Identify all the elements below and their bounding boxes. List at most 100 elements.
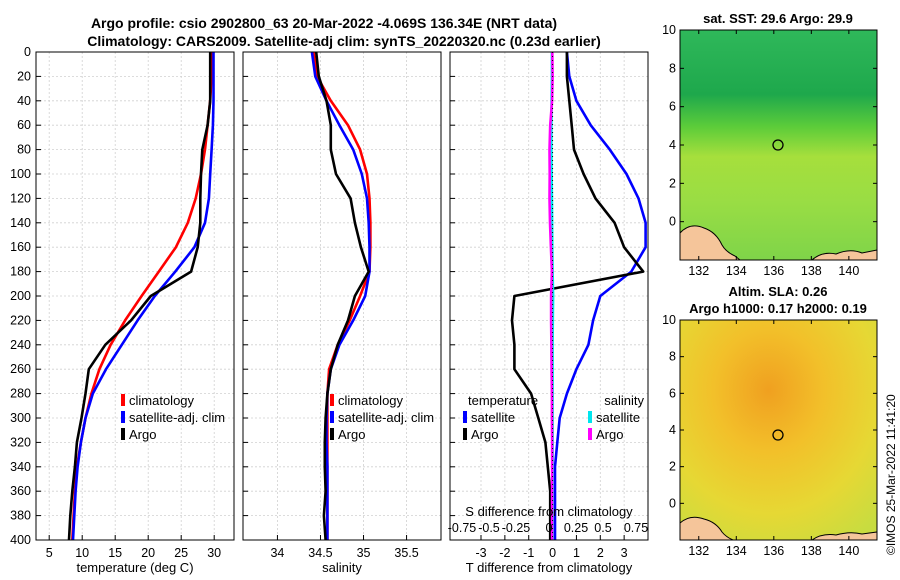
x-tick-label: 15 <box>108 546 122 560</box>
x-tick-label: 20 <box>141 546 155 560</box>
sla-map-title-line-1: Altim. SLA: 0.26 <box>729 284 828 299</box>
legend-label-satellite: satellite-adj. clim <box>338 410 434 425</box>
legend-swatch-argo <box>330 428 334 440</box>
legend-swatch-t-argo <box>463 428 467 440</box>
y-tick-label: 100 <box>10 167 31 181</box>
sst-argo-marker <box>772 139 784 151</box>
x-tick-label: 3 <box>621 546 628 560</box>
sst-heatmap <box>680 30 877 260</box>
sla-map-title-line-2: Argo h1000: 0.17 h2000: 0.19 <box>689 301 867 316</box>
legend-title-salinity: salinity <box>604 393 644 408</box>
legend-label-t-argo: Argo <box>471 427 498 442</box>
salinity-panel: 34 34.5 35 35.5 salinity <box>242 51 442 575</box>
x-tick-label: 35 <box>357 546 371 560</box>
secondary-tick-label: 0.75 <box>624 521 648 535</box>
x-axis-label: T difference from climatology <box>466 560 633 575</box>
y-tick-label: 0 <box>24 45 31 59</box>
secondary-tick-label: 0.5 <box>594 521 611 535</box>
map-y-tick-label: 10 <box>662 23 676 37</box>
sla-map-axes: 132 134 136 138 140 0 2 4 6 8 10 <box>662 313 878 558</box>
map-y-tick-label: 2 <box>669 460 676 474</box>
secondary-tick-label: -0.75 <box>448 521 477 535</box>
x-tick-label: 30 <box>207 546 221 560</box>
temperature-panel: 5 10 15 20 25 3002040608010012014016018020022… <box>10 45 235 575</box>
temperature-legend: climatology satellite-adj. clim Argo <box>121 393 225 442</box>
x-tick-label: 10 <box>75 546 89 560</box>
figure-title-line-2: Climatology: CARS2009. Satellite-adj cli… <box>87 33 601 49</box>
series-line-argo <box>314 51 371 541</box>
y-tick-label: 380 <box>10 509 31 523</box>
sst-map-panel: sat. SST: 29.6 Argo: 29.9 132 134 136 138 14… <box>662 11 878 278</box>
legend-title-temperature: temperature <box>468 393 538 408</box>
map-frame <box>679 319 878 541</box>
map-x-tick-label: 140 <box>838 264 859 278</box>
legend-swatch-climatology <box>121 394 125 406</box>
legend-label-s-argo: Argo <box>596 427 623 442</box>
map-x-tick-label: 136 <box>763 264 784 278</box>
y-tick-label: 120 <box>10 191 31 205</box>
map-x-tick-label: 134 <box>726 264 747 278</box>
series-line-argo <box>67 52 212 541</box>
secondary-tick-label: 0 <box>546 521 553 535</box>
legend-swatch-argo <box>121 428 125 440</box>
map-x-tick-label: 140 <box>838 544 859 558</box>
y-tick-label: 300 <box>10 411 31 425</box>
legend-label-satellite: satellite-adj. clim <box>129 410 225 425</box>
legend-label-t-satellite: satellite <box>471 410 515 425</box>
map-y-tick-label: 8 <box>669 61 676 75</box>
sst-map-title: sat. SST: 29.6 Argo: 29.9 <box>703 11 853 26</box>
plot-frame <box>35 51 235 541</box>
series-line-satellite-adj-clim <box>310 51 371 540</box>
legend-label-climatology: climatology <box>129 393 195 408</box>
x-tick-label: 34.5 <box>308 546 332 560</box>
series-line-satellite-adj-clim <box>71 52 215 541</box>
plot-frame <box>449 51 649 541</box>
legend-swatch-satellite <box>121 411 125 423</box>
y-tick-label: 20 <box>17 69 31 83</box>
map-x-tick-label: 138 <box>801 264 822 278</box>
legend-label-argo: Argo <box>338 427 365 442</box>
x-tick-label: -1 <box>523 546 534 560</box>
map-x-tick-label: 134 <box>726 544 747 558</box>
copyright-stamp: ©IMOS 25-Mar-2022 11:41:20 <box>884 394 898 555</box>
series-line-t-satellite <box>553 51 647 540</box>
y-tick-label: 80 <box>17 143 31 157</box>
sst-map-coastline <box>679 225 742 261</box>
secondary-tick-label: -0.5 <box>478 521 500 535</box>
x-tick-label: 1 <box>573 546 580 560</box>
x-axis-label: salinity <box>322 560 362 575</box>
map-y-tick-label: 2 <box>669 176 676 190</box>
legend-label-s-satellite: satellite <box>596 410 640 425</box>
sla-argo-marker <box>772 429 784 441</box>
y-tick-label: 60 <box>17 118 31 132</box>
map-y-tick-label: 4 <box>669 138 676 152</box>
map-y-tick-label: 0 <box>669 496 676 510</box>
y-tick-label: 340 <box>10 460 31 474</box>
secondary-axis-ticks: -0.75 -0.5 -0.25 0 0.25 0.5 0.75 <box>448 521 648 535</box>
y-tick-label: 180 <box>10 265 31 279</box>
map-x-tick-label: 136 <box>763 544 784 558</box>
legend-swatch-climatology <box>330 394 334 406</box>
map-x-tick-label: 138 <box>801 544 822 558</box>
map-y-tick-label: 4 <box>669 423 676 437</box>
y-tick-label: 320 <box>10 435 31 449</box>
legend-swatch-t-satellite <box>463 411 467 423</box>
y-tick-label: 160 <box>10 240 31 254</box>
series-line-s-argo <box>548 51 554 540</box>
y-tick-label: 140 <box>10 216 31 230</box>
sla-map-coastline-east <box>810 531 878 541</box>
map-y-tick-label: 6 <box>669 100 676 114</box>
y-tick-label: 260 <box>10 362 31 376</box>
secondary-axis-title: S difference from climatology <box>465 504 633 519</box>
difference-legend: temperature satellite Argo salinity sate… <box>463 393 644 442</box>
y-tick-label: 220 <box>10 313 31 327</box>
y-tick-label: 240 <box>10 338 31 352</box>
x-tick-label: 0 <box>549 546 556 560</box>
legend-label-argo: Argo <box>129 427 156 442</box>
x-tick-label: 35.5 <box>394 546 418 560</box>
map-y-tick-label: 6 <box>669 386 676 400</box>
x-tick-label: 5 <box>46 546 53 560</box>
map-y-tick-label: 10 <box>662 313 676 327</box>
y-tick-label: 200 <box>10 289 31 303</box>
